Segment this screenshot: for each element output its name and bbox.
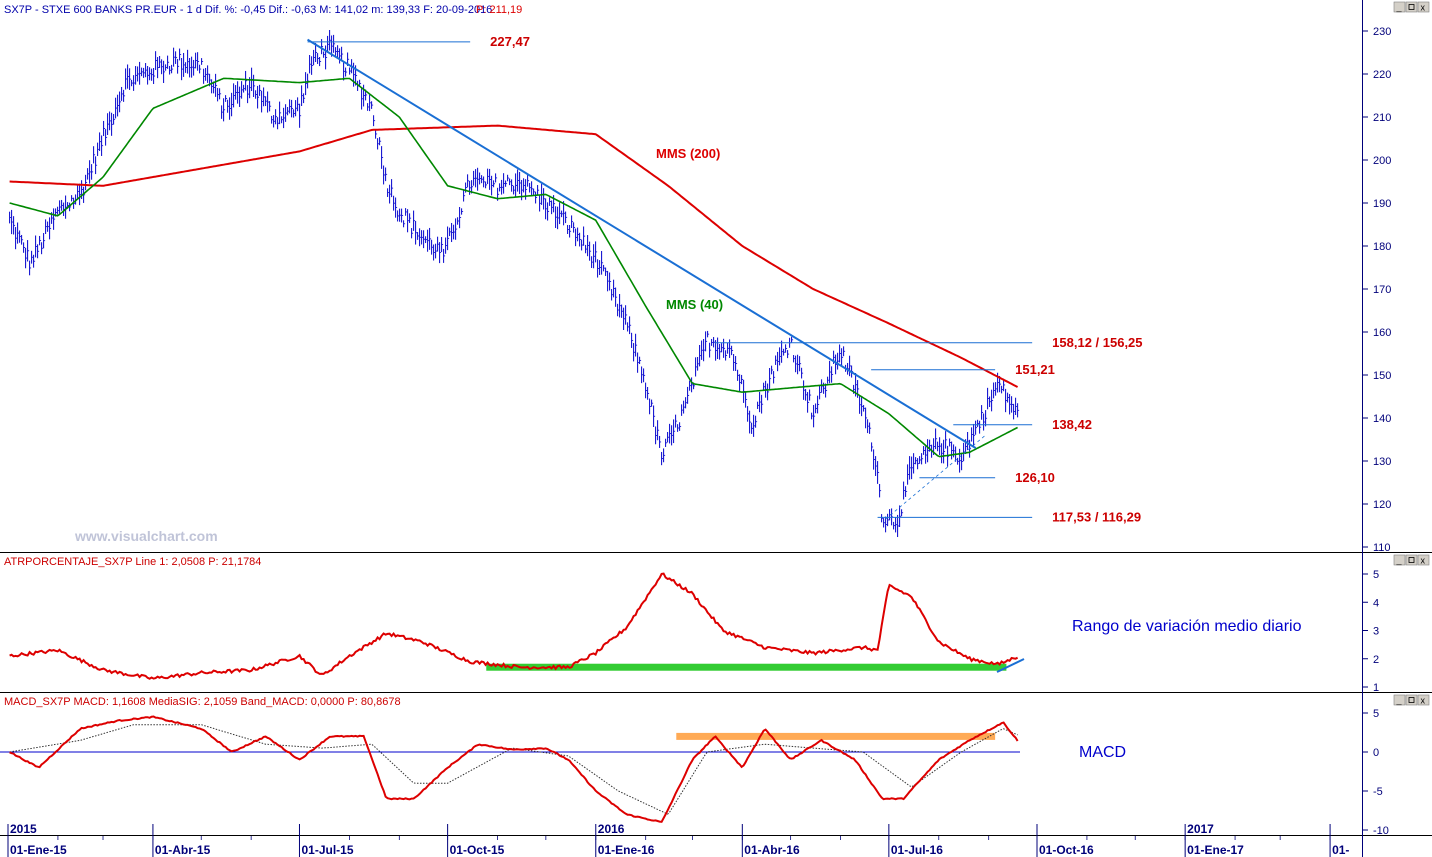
mms40-label: MMS (40) — [666, 297, 723, 312]
mms40-line — [9, 77, 1018, 458]
mms200-line — [9, 124, 1019, 388]
price-layer: 227,47 158,12 / 156,25 151,21 138,42 126,10 1… — [9, 29, 1143, 538]
x-tick-label: 01-Oct-16 — [1039, 843, 1094, 857]
x-tick-label: 01-Abr-15 — [155, 843, 211, 857]
macd-signal-line — [9, 724, 1018, 815]
macd-annotation: MACD — [1079, 744, 1126, 761]
macd-panel-window-controls[interactable]: _ x — [1393, 694, 1430, 706]
price-panel-header: SX7P - STXE 600 BANKS PR.EUR - 1 d Dif. … — [4, 4, 492, 16]
year-marker-label: 2015 — [10, 822, 37, 836]
level-label: 126,10 — [1015, 470, 1055, 485]
axes-layer: 1101201301401501601701801902002102202301… — [1362, 26, 1391, 837]
macd-y-tick-label: -10 — [1373, 825, 1389, 837]
minimize-icon: _ — [1396, 695, 1403, 705]
close-icon: x — [1421, 3, 1426, 13]
year-marker-label: 2016 — [598, 822, 625, 836]
price-y-tick-label: 150 — [1373, 370, 1391, 382]
minimize-button[interactable] — [1393, 1, 1406, 13]
price-y-tick-label: 130 — [1373, 456, 1391, 468]
atr-y-tick-label: 4 — [1373, 597, 1379, 609]
price-y-tick-label: 170 — [1373, 284, 1391, 296]
macd-y-tick-label: 5 — [1373, 708, 1379, 720]
atr-y-tick-label: 1 — [1373, 682, 1379, 694]
restore-button[interactable] — [1405, 554, 1418, 566]
watermark: www.visualchart.com — [74, 528, 218, 544]
level-label: 227,47 — [490, 34, 530, 49]
macd-band — [676, 732, 996, 740]
x-tick-label: 01-Jul-16 — [891, 843, 943, 857]
x-tick-label: 01-Jul-15 — [301, 843, 353, 857]
close-button[interactable] — [1417, 694, 1430, 706]
price-y-tick-label: 160 — [1373, 327, 1391, 339]
close-button[interactable] — [1417, 554, 1430, 566]
price-panel-window-controls[interactable]: _ x — [1393, 1, 1430, 13]
close-icon: x — [1421, 696, 1426, 706]
atr-line — [9, 572, 1019, 680]
price-y-tick-label: 190 — [1373, 198, 1391, 210]
level-label: 151,21 — [1015, 362, 1055, 377]
price-panel-header-p: P: 211,19 — [476, 4, 522, 16]
macd-y-tick-label: -5 — [1373, 786, 1383, 798]
macd-panel-header: MACD_SX7P MACD: 1,1608 MediaSIG: 2,1059 … — [4, 696, 401, 708]
level-label: 158,12 / 156,25 — [1052, 335, 1142, 350]
price-y-tick-label: 140 — [1373, 413, 1391, 425]
macd-layer — [0, 715, 1020, 823]
price-y-tick-label: 120 — [1373, 499, 1391, 511]
price-y-tick-label: 110 — [1373, 542, 1391, 554]
level-label: 117,53 / 116,29 — [1052, 509, 1141, 524]
level-label: 138,42 — [1052, 417, 1092, 432]
restore-button[interactable] — [1405, 1, 1418, 13]
x-tick-label: 01-Ene-15 — [10, 843, 67, 857]
price-y-tick-label: 210 — [1373, 112, 1391, 124]
close-button[interactable] — [1417, 1, 1430, 13]
minimize-icon: _ — [1396, 2, 1403, 12]
minimize-icon: _ — [1396, 555, 1403, 565]
price-y-tick-label: 230 — [1373, 26, 1391, 38]
support-dashed-line — [885, 434, 986, 520]
right-axis-area — [1362, 0, 1432, 857]
restore-icon — [1408, 697, 1415, 703]
price-y-tick-label: 180 — [1373, 241, 1391, 253]
atr-rising-line — [996, 658, 1025, 673]
x-tick-label: 01-Abr-16 — [744, 843, 800, 857]
minimize-button[interactable] — [1393, 554, 1406, 566]
atr-panel-header: ATRPORCENTAJE_SX7P Line 1: 2,0508 P: 21,… — [4, 556, 261, 568]
restore-icon — [1408, 4, 1415, 10]
x-tick-label: 01- — [1332, 843, 1349, 857]
atr-y-tick-label: 3 — [1373, 626, 1379, 638]
year-marker-label: 2017 — [1187, 822, 1214, 836]
x-tick-label: 01-Ene-17 — [1187, 843, 1244, 857]
x-tick-label: 01-Ene-16 — [598, 843, 655, 857]
minimize-button[interactable] — [1393, 694, 1406, 706]
atr-layer — [9, 572, 1025, 680]
restore-icon — [1408, 557, 1415, 563]
atr-annotation: Rango de variación medio diario — [1072, 618, 1302, 635]
atr-y-tick-label: 5 — [1373, 569, 1379, 581]
price-y-tick-label: 220 — [1373, 69, 1391, 81]
macd-y-tick-label: 0 — [1373, 747, 1379, 759]
x-tick-label: 01-Oct-15 — [450, 843, 505, 857]
price-y-tick-label: 200 — [1373, 155, 1391, 167]
downtrend-line — [306, 38, 977, 449]
atr-band — [486, 663, 1007, 671]
mms200-label: MMS (200) — [656, 146, 720, 161]
macd-line — [9, 715, 1019, 823]
close-icon: x — [1421, 556, 1426, 566]
atr-y-tick-label: 2 — [1373, 654, 1379, 666]
restore-button[interactable] — [1405, 694, 1418, 706]
atr-panel-window-controls[interactable]: _ x — [1393, 554, 1430, 566]
x-axis-layer: 01-Ene-15 2015 01-Abr-15 01-Jul-15 01-Oct-15… — [7, 822, 1349, 857]
